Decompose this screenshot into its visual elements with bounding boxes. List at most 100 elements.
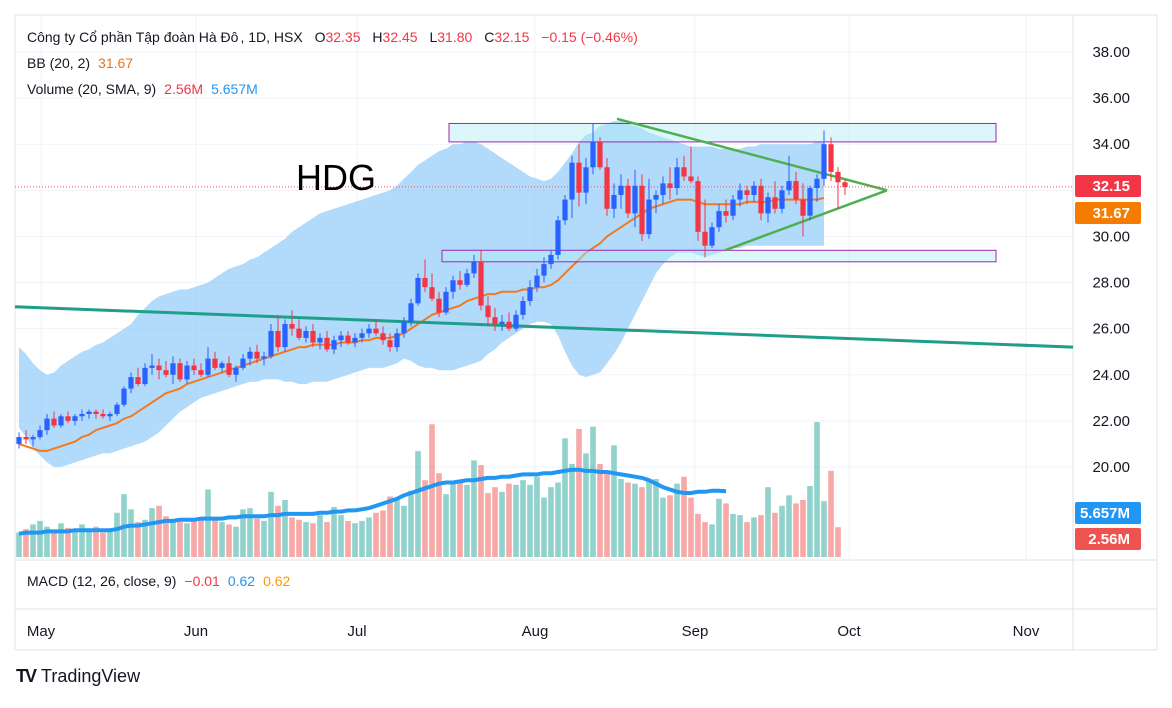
candle-body[interactable]	[653, 194, 659, 200]
candle-body[interactable]	[786, 181, 792, 191]
candle-body[interactable]	[695, 181, 701, 232]
symbol-legend[interactable]: Công ty Cổ phần Tập đoàn Hà Đô, 1D, HSX …	[27, 29, 640, 45]
candle-body[interactable]	[625, 185, 631, 214]
candle-body[interactable]	[723, 211, 729, 216]
candle-body[interactable]	[688, 176, 694, 182]
candle-body[interactable]	[268, 330, 274, 357]
candle-body[interactable]	[149, 365, 155, 368]
candle-body[interactable]	[135, 377, 141, 384]
candle-body[interactable]	[842, 182, 848, 187]
candle-body[interactable]	[177, 363, 183, 380]
price-tick-label[interactable]: 28.00	[1092, 275, 1130, 292]
candle-body[interactable]	[72, 416, 78, 421]
price-tick-label[interactable]: 36.00	[1092, 90, 1130, 107]
candle-body[interactable]	[156, 365, 162, 371]
candle-body[interactable]	[590, 141, 596, 168]
candle-body[interactable]	[275, 330, 281, 348]
candle-body[interactable]	[632, 185, 638, 214]
candle-body[interactable]	[513, 314, 519, 329]
candle-body[interactable]	[352, 337, 358, 343]
ticker-annotation[interactable]: HDG	[296, 157, 376, 198]
candle-body[interactable]	[793, 181, 799, 200]
candle-body[interactable]	[660, 183, 666, 195]
macd-legend[interactable]: MACD (12, 26, close, 9) −0.01 0.62 0.62	[27, 573, 292, 589]
candle-body[interactable]	[247, 351, 253, 359]
candle-body[interactable]	[674, 167, 680, 189]
candle-body[interactable]	[282, 324, 288, 348]
candle-body[interactable]	[254, 351, 260, 359]
candle-body[interactable]	[429, 287, 435, 299]
volume-legend[interactable]: Volume (20, SMA, 9) 2.56M 5.657M	[27, 81, 260, 97]
price-tick-label[interactable]: 30.00	[1092, 228, 1130, 245]
time-axis[interactable]: May Jun Jul Aug Sep Oct Nov	[27, 623, 1040, 640]
price-tick-label[interactable]: 34.00	[1092, 136, 1130, 153]
candle-body[interactable]	[408, 303, 414, 322]
candle-body[interactable]	[541, 264, 547, 276]
candle-body[interactable]	[800, 199, 806, 216]
candle-body[interactable]	[212, 358, 218, 368]
candle-body[interactable]	[506, 321, 512, 329]
candle-body[interactable]	[492, 317, 498, 325]
candle-body[interactable]	[667, 183, 673, 189]
candle-body[interactable]	[772, 197, 778, 209]
candle-body[interactable]	[828, 144, 834, 172]
time-tick-label[interactable]: Aug	[522, 623, 549, 640]
candle-body[interactable]	[401, 321, 407, 334]
candle-body[interactable]	[464, 273, 470, 285]
time-tick-label[interactable]: Jun	[184, 623, 208, 640]
candle-body[interactable]	[394, 333, 400, 348]
candle-body[interactable]	[37, 430, 43, 438]
candle-body[interactable]	[436, 298, 442, 313]
candle-body[interactable]	[807, 188, 813, 216]
candle-body[interactable]	[79, 413, 85, 417]
candle-body[interactable]	[142, 367, 148, 384]
candle-body[interactable]	[450, 280, 456, 292]
candle-body[interactable]	[744, 190, 750, 195]
price-tick-label[interactable]: 20.00	[1092, 459, 1130, 476]
candle-body[interactable]	[51, 418, 57, 426]
time-tick-label[interactable]: Nov	[1013, 623, 1040, 640]
candle-body[interactable]	[345, 335, 351, 343]
candle-body[interactable]	[107, 413, 113, 417]
time-tick-label[interactable]: May	[27, 623, 56, 640]
candle-body[interactable]	[163, 370, 169, 375]
candle-body[interactable]	[373, 328, 379, 334]
candle-body[interactable]	[58, 416, 64, 426]
candle-body[interactable]	[569, 162, 575, 200]
candle-body[interactable]	[737, 190, 743, 200]
tradingview-brand[interactable]: TV TradingView	[16, 666, 140, 687]
time-tick-label[interactable]: Jul	[347, 623, 366, 640]
candle-body[interactable]	[765, 197, 771, 214]
candle-body[interactable]	[576, 162, 582, 193]
price-tick-label[interactable]: 26.00	[1092, 321, 1130, 338]
price-tick-label[interactable]: 38.00	[1092, 44, 1130, 61]
candle-body[interactable]	[240, 358, 246, 368]
candle-body[interactable]	[611, 194, 617, 209]
candle-body[interactable]	[65, 416, 71, 421]
candle-body[interactable]	[534, 275, 540, 288]
candle-body[interactable]	[205, 358, 211, 375]
candles[interactable]	[16, 123, 848, 449]
candle-body[interactable]	[702, 231, 708, 246]
candle-body[interactable]	[310, 330, 316, 343]
candle-body[interactable]	[219, 363, 225, 368]
candle-body[interactable]	[226, 363, 232, 375]
candle-body[interactable]	[821, 144, 827, 179]
candle-body[interactable]	[814, 178, 820, 189]
candle-body[interactable]	[128, 377, 134, 389]
candle-body[interactable]	[562, 199, 568, 221]
time-tick-label[interactable]: Sep	[682, 623, 709, 640]
candle-body[interactable]	[597, 141, 603, 168]
candle-body[interactable]	[681, 167, 687, 177]
candle-body[interactable]	[716, 211, 722, 228]
candle-body[interactable]	[520, 301, 526, 315]
time-tick-label[interactable]: Oct	[837, 623, 861, 640]
candle-body[interactable]	[289, 324, 295, 329]
candle-body[interactable]	[121, 388, 127, 405]
candle-body[interactable]	[555, 220, 561, 255]
candle-body[interactable]	[324, 337, 330, 350]
candle-body[interactable]	[422, 277, 428, 288]
bb-legend[interactable]: BB (20, 2) 31.67	[27, 55, 135, 71]
